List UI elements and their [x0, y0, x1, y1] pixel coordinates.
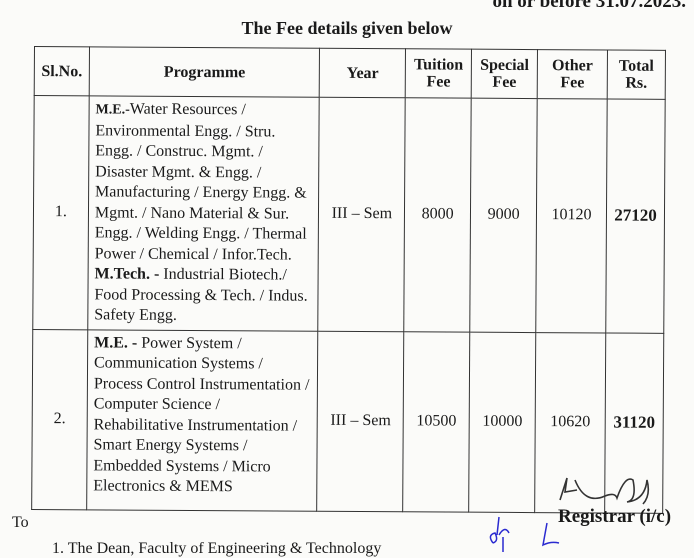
col-sl: Sl.No.: [34, 46, 90, 96]
special-cell: 10000: [468, 331, 536, 513]
year-cell: III – Sem: [317, 330, 405, 512]
programme-prefix: M.Tech. -: [94, 265, 160, 283]
special-cell: 9000: [469, 98, 538, 333]
col-tuition: Tuition Fee: [405, 48, 472, 99]
total-cell: 27120: [605, 99, 666, 333]
programme-text: Water Resources / Environmental Engg. / …: [94, 100, 307, 264]
col-year: Year: [319, 48, 406, 98]
col-total: Total Rs.: [607, 50, 666, 100]
top-line-text: on or before 31.07.2023.: [492, 0, 686, 12]
col-other: Other Fee: [537, 49, 608, 100]
table-row: 1. M.E.-Water Resources / Environmental …: [32, 95, 666, 333]
programme-cell: M.E. - Power System / Communication Syst…: [86, 329, 319, 511]
tuition-cell: 8000: [404, 97, 472, 332]
other-cell: 10120: [535, 98, 608, 333]
fee-table: Sl.No. Programme Year Tuition Fee Specia…: [31, 46, 666, 513]
sl-cell: 1.: [32, 95, 90, 330]
to-label: To: [12, 514, 29, 531]
col-special: Special Fee: [471, 49, 538, 99]
programme-prefix: M.E. -: [94, 333, 138, 352]
fee-caption: The Fee details given below: [241, 18, 453, 38]
sl-cell: 2.: [31, 328, 88, 510]
tuition-cell: 10500: [402, 331, 470, 512]
registrar-signature: [559, 477, 650, 505]
programme-prefix: M.E.-: [95, 102, 130, 118]
header-row: Sl.No. Programme Year Tuition Fee Specia…: [34, 46, 666, 100]
year-cell: III – Sem: [318, 97, 406, 332]
programme-text: Power System / Communication Systems / P…: [93, 334, 310, 496]
col-programme: Programme: [89, 46, 320, 98]
recipient-item: 1. The Dean, Faculty of Engineering & Te…: [52, 540, 382, 557]
initials-signature: [489, 516, 560, 552]
programme-cell: M.E.-Water Resources / Environmental Eng…: [87, 95, 320, 331]
registrar-label: Registrar (i/c): [558, 506, 672, 527]
